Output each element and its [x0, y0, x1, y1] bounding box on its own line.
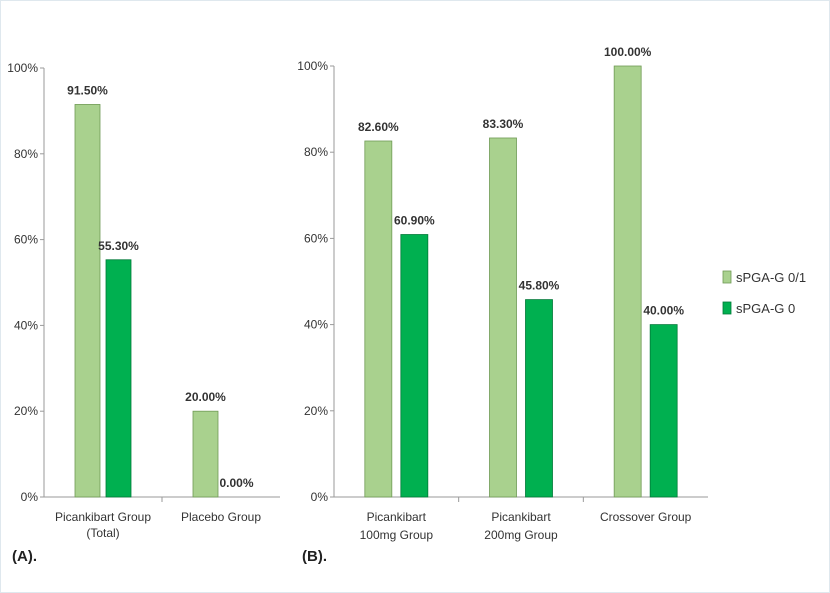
data-label: 60.90% — [394, 214, 435, 228]
bar — [649, 324, 678, 498]
x-category-label: 100mg Group — [360, 528, 434, 542]
x-category-label: 200mg Group — [484, 528, 558, 542]
y-tick-label: 80% — [304, 145, 328, 159]
chart-b: 0% 20% 40% 60% 80% 100% 82.60% 60.90% Picankibar… — [297, 45, 708, 565]
legend-swatch — [722, 270, 732, 284]
data-label: 55.30% — [98, 239, 139, 253]
legend-entry: sPGA-G 0/1 — [736, 270, 806, 285]
panel-label: (B). — [302, 548, 327, 565]
y-tick-label: 0% — [21, 490, 39, 504]
chart-a: 0% 20% 40% 60% 80% 100% 91.50% 55.30% Picankibar… — [7, 61, 280, 565]
y-tick-label: 20% — [304, 404, 328, 418]
data-label: 45.80% — [519, 279, 560, 293]
bar — [489, 137, 517, 498]
x-category-label: Picankibart — [367, 510, 427, 524]
bar — [613, 65, 642, 498]
data-label: 100.00% — [604, 45, 652, 59]
legend-swatch — [722, 301, 732, 315]
y-tick-label: 60% — [304, 231, 328, 245]
bar — [192, 410, 219, 498]
y-tick-label: 40% — [304, 318, 328, 332]
y-tick-label: 0% — [311, 490, 329, 504]
y-tick-label: 80% — [14, 147, 38, 161]
x-category-label: (Total) — [86, 526, 119, 540]
data-label: 40.00% — [643, 304, 684, 318]
x-category-label: Picankibart — [491, 510, 551, 524]
bar — [105, 259, 132, 498]
y-tick-label: 20% — [14, 404, 38, 418]
legend: sPGA-G 0/1 sPGA-G 0 — [722, 270, 806, 316]
y-tick-label: 100% — [297, 59, 328, 73]
x-category-label: Placebo Group — [181, 510, 261, 524]
y-tick-label: 60% — [14, 233, 38, 247]
data-label: 82.60% — [358, 120, 399, 134]
data-label: 20.00% — [185, 390, 226, 404]
bar — [74, 104, 101, 498]
x-category-label: Picankibart Group — [55, 510, 151, 524]
bar — [400, 234, 429, 498]
data-label: 83.30% — [483, 117, 524, 131]
legend-entry: sPGA-G 0 — [736, 301, 795, 316]
panel-label: (A). — [12, 548, 37, 565]
data-label: 91.50% — [67, 83, 108, 97]
x-category-label: Crossover Group — [600, 510, 692, 524]
bar — [364, 140, 393, 498]
y-tick-label: 100% — [7, 61, 38, 75]
bar — [525, 299, 553, 498]
data-label: 0.00% — [219, 476, 253, 490]
y-tick-label: 40% — [14, 318, 38, 332]
